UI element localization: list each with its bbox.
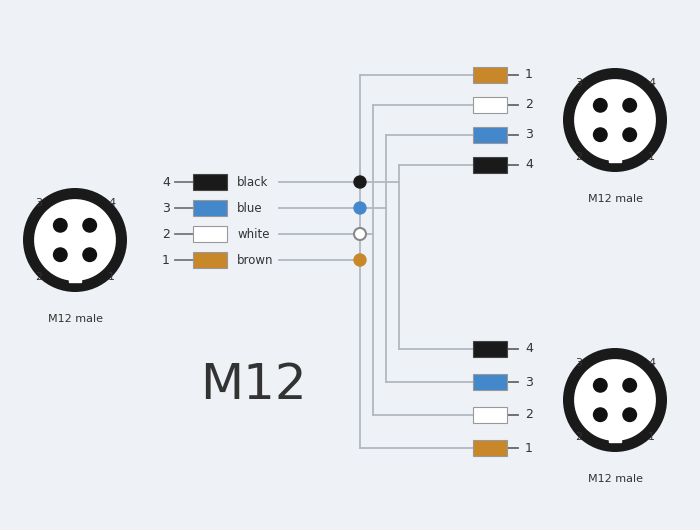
Circle shape [573,78,657,162]
Bar [193,226,227,242]
Text: 2: 2 [162,227,170,241]
Circle shape [34,198,117,281]
Text: M12 male: M12 male [587,474,643,484]
Text: M12 male: M12 male [587,194,643,204]
Circle shape [563,68,667,172]
Text: 3: 3 [575,358,582,368]
Circle shape [623,99,636,112]
Bar [473,67,507,83]
Bar [609,150,621,162]
Text: brown: brown [237,253,274,267]
Text: 3: 3 [162,201,170,215]
Text: 3: 3 [35,198,42,208]
Text: 4: 4 [162,175,170,189]
Text: 2: 2 [35,272,42,282]
Bar [193,200,227,216]
Text: 1: 1 [162,253,170,267]
Bar [473,97,507,113]
Circle shape [573,358,657,441]
Text: 4: 4 [525,158,533,172]
Text: 4: 4 [648,358,655,368]
Circle shape [594,99,607,112]
Circle shape [623,408,636,421]
Text: M12 male: M12 male [48,314,102,324]
Text: blue: blue [237,201,262,215]
Text: black: black [237,175,268,189]
Circle shape [594,128,607,142]
Circle shape [594,408,607,421]
Text: 1: 1 [525,441,533,455]
Bar [473,407,507,423]
Text: 4: 4 [525,342,533,356]
Circle shape [623,378,636,392]
Text: 1: 1 [648,152,655,162]
Text: 2: 2 [525,409,533,421]
Bar [473,440,507,456]
Circle shape [594,378,607,392]
Bar [473,374,507,390]
Bar [473,341,507,357]
Text: 1: 1 [108,272,116,282]
Circle shape [83,218,97,232]
Circle shape [23,188,127,292]
Text: 4: 4 [108,198,116,208]
Text: 2: 2 [575,152,582,162]
Text: 2: 2 [525,99,533,111]
Text: M12: M12 [200,361,307,409]
Bar [473,127,507,143]
Circle shape [563,348,667,452]
Text: 3: 3 [525,375,533,388]
Circle shape [623,128,636,142]
Bar [609,430,621,441]
Text: 1: 1 [525,68,533,82]
Text: 3: 3 [575,78,582,88]
Text: 4: 4 [648,78,655,88]
Bar [193,174,227,190]
Circle shape [53,218,67,232]
Circle shape [354,228,366,240]
Circle shape [354,202,366,214]
Circle shape [354,176,366,188]
Circle shape [354,254,366,266]
Circle shape [83,248,97,261]
Bar [193,252,227,268]
Bar [473,157,507,173]
Text: 3: 3 [525,128,533,142]
Circle shape [53,248,67,261]
Text: 2: 2 [575,432,582,442]
Bar [69,270,80,281]
Text: white: white [237,227,270,241]
Text: 1: 1 [648,432,655,442]
